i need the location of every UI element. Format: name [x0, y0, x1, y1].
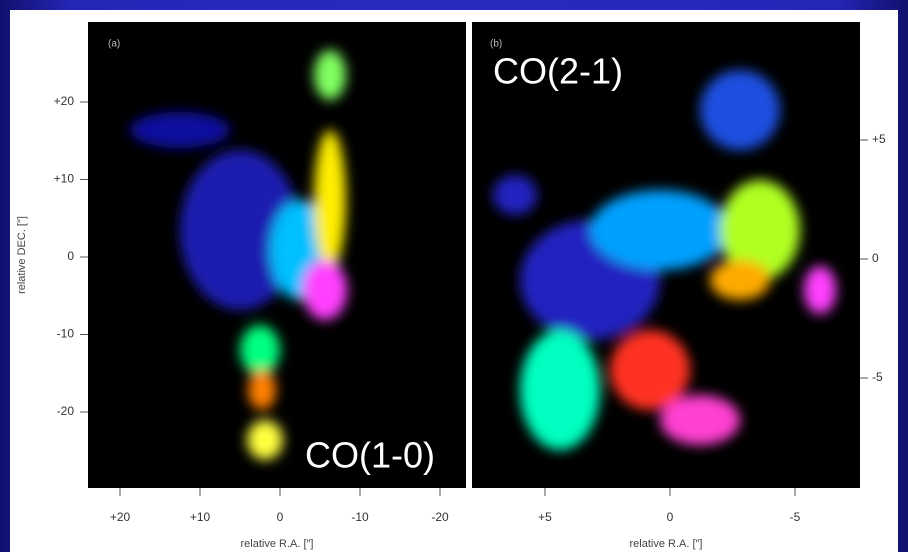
line-label: CO(2-1) — [493, 51, 623, 92]
y-tick-label: +20 — [54, 94, 75, 108]
x-tick-label: +5 — [538, 510, 552, 524]
blob — [700, 70, 780, 150]
panel-label: (b) — [490, 39, 502, 50]
x-axis-label: relative R.A. [″] — [630, 538, 703, 550]
blob — [314, 130, 346, 270]
blob — [248, 370, 276, 410]
blob — [660, 395, 740, 445]
x-axis-label: relative R.A. [″] — [241, 538, 314, 550]
x-tick-label: -10 — [351, 510, 369, 524]
x-tick-label: 0 — [667, 510, 674, 524]
blob — [610, 330, 690, 410]
x-tick-label: 0 — [277, 510, 284, 524]
y-tick-label: -5 — [872, 370, 883, 384]
y-tick-label: -20 — [57, 404, 75, 418]
panel-label: (a) — [108, 39, 120, 50]
y-axis-label: relative DEC. [″] — [16, 216, 28, 294]
blob — [247, 420, 283, 460]
blob — [520, 330, 600, 450]
y-tick-label: +10 — [54, 172, 75, 186]
blob — [240, 325, 280, 375]
y-tick-label: -10 — [57, 327, 75, 341]
blob — [130, 112, 230, 148]
y-tick-label: 0 — [872, 251, 879, 265]
x-tick-label: -20 — [431, 510, 449, 524]
blob — [804, 266, 836, 314]
line-label: CO(1-0) — [305, 435, 435, 476]
x-tick-label: +20 — [110, 510, 131, 524]
blob — [314, 50, 346, 100]
y-tick-label: +5 — [872, 132, 886, 146]
blob — [710, 260, 770, 300]
x-tick-label: -5 — [790, 510, 801, 524]
blob — [493, 175, 537, 215]
x-tick-label: +10 — [190, 510, 211, 524]
blob — [590, 190, 730, 270]
velocity-map-b — [493, 70, 836, 450]
blob — [720, 180, 800, 280]
y-tick-label: 0 — [67, 249, 74, 263]
blob — [303, 260, 347, 320]
blob — [180, 150, 300, 310]
velocity-map-a — [130, 50, 347, 460]
